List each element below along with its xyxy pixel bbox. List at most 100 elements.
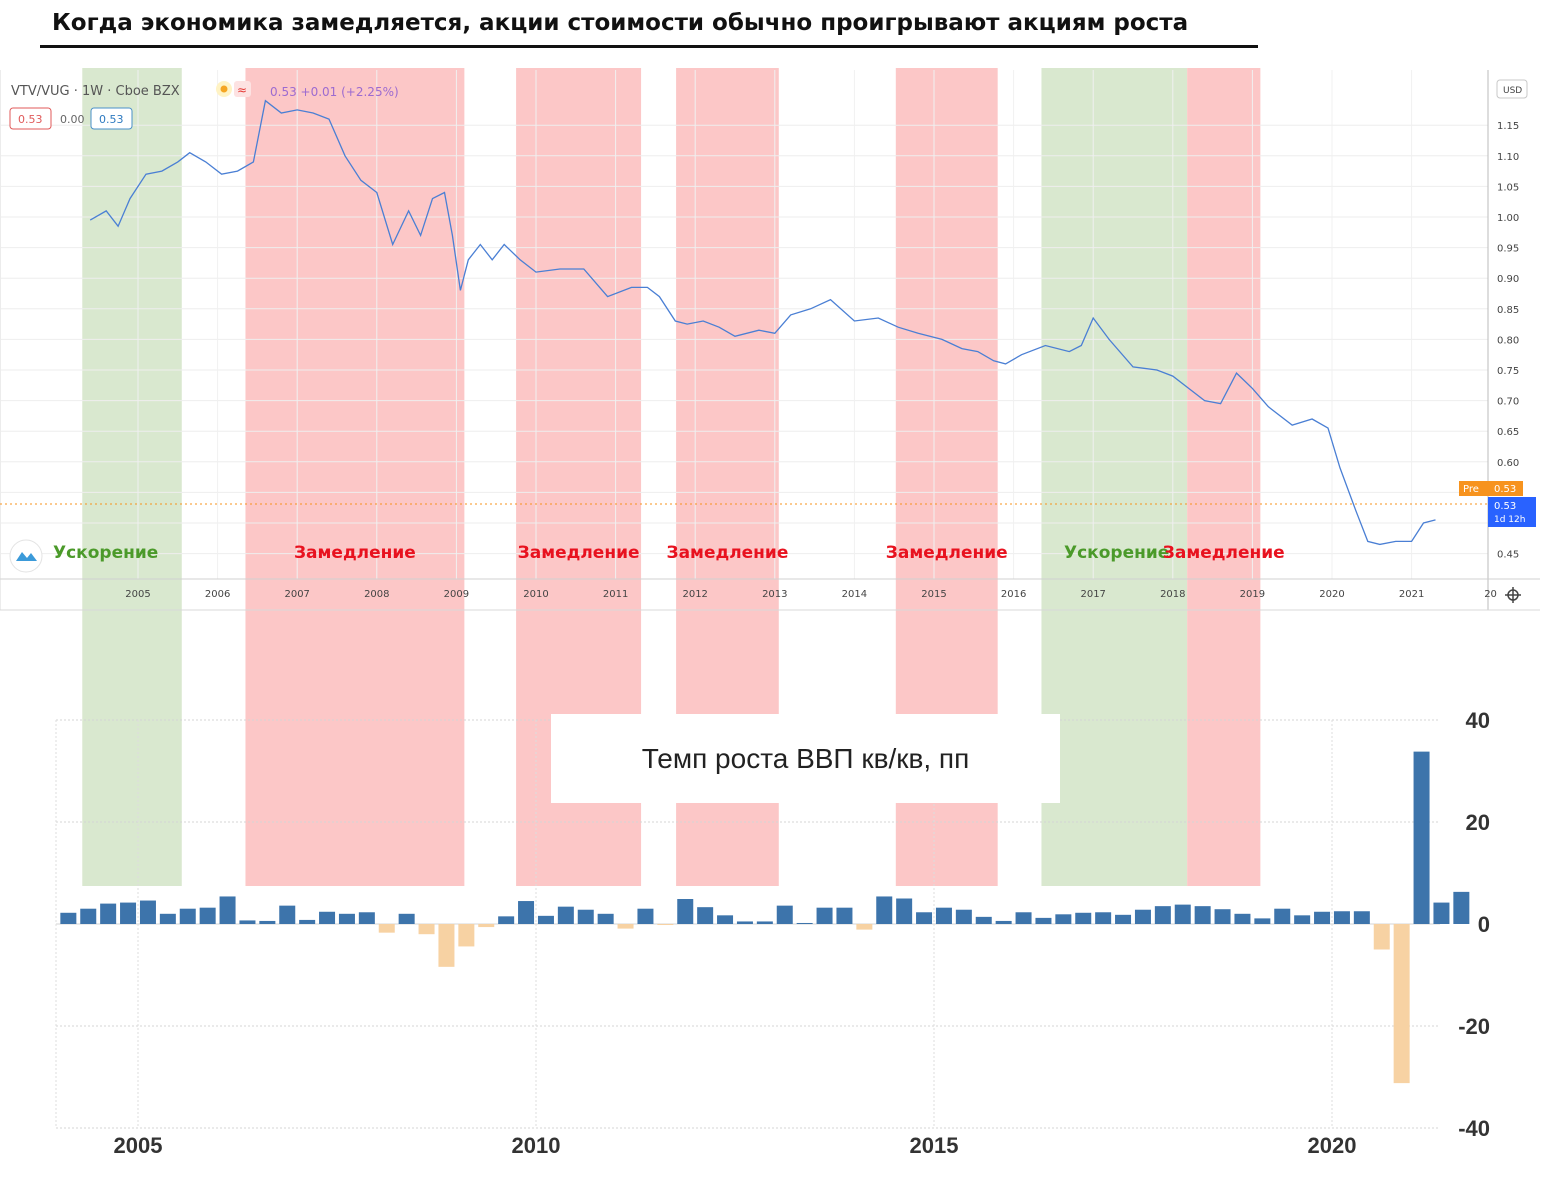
gdp-bar — [1433, 902, 1450, 924]
price-tick-label: 0.70 — [1497, 397, 1519, 408]
gdp-bar — [1353, 911, 1370, 924]
gdp-bar — [1393, 924, 1410, 1084]
price-tick-label: 1.10 — [1497, 152, 1519, 163]
gdp-bar — [916, 912, 933, 924]
ohlc-box-a: 0.53 — [9, 107, 52, 130]
price-tick-label: 0.65 — [1497, 427, 1519, 438]
gdp-bar — [1453, 891, 1470, 924]
regime-band-6 — [1041, 68, 1188, 886]
ohlc-box-c: 0.53 — [90, 107, 133, 130]
gdp-bar — [219, 896, 236, 924]
gdp-bar — [358, 912, 375, 924]
cloud-icon[interactable] — [9, 539, 43, 573]
last-price-countdown: 1d 12h — [1494, 515, 1525, 525]
gdp-bar — [776, 905, 793, 924]
gdp-bar — [1115, 914, 1132, 924]
gdp-bar — [597, 913, 614, 924]
wave-icon: ≈ — [234, 81, 251, 97]
time-tick-label: 2016 — [1001, 589, 1026, 600]
price-tick-label: 0.95 — [1497, 244, 1519, 255]
time-tick-label: 2019 — [1240, 589, 1265, 600]
quote-change: 0.53 +0.01 (+2.25%) — [270, 85, 399, 99]
currency-label: USD — [1503, 86, 1522, 96]
last-price-value: 0.53 — [1494, 501, 1516, 512]
price-tick-label: 0.60 — [1497, 458, 1519, 469]
regime-band-2 — [245, 68, 465, 886]
gdp-chart-grid — [0, 719, 1555, 1182]
gdp-y-tick-label: 0 — [1478, 912, 1490, 937]
time-tick-label: 2007 — [284, 589, 309, 600]
gdp-bar — [478, 924, 495, 928]
time-tick-label: 2005 — [125, 589, 150, 600]
gdp-bar — [1274, 908, 1291, 924]
price-tick-label: 0.85 — [1497, 305, 1519, 316]
gdp-bar — [418, 924, 435, 935]
gdp-bar — [637, 908, 654, 924]
gdp-bar — [1314, 911, 1331, 924]
gdp-bar — [159, 913, 176, 924]
symbol-label[interactable]: VTV/VUG · 1W · Cboe BZX — [11, 84, 180, 99]
gdp-y-tick-label: -40 — [1458, 1116, 1490, 1141]
gdp-bar — [856, 924, 873, 930]
gdp-bar — [537, 915, 554, 924]
gdp-bar — [319, 911, 336, 924]
time-tick-label: 2014 — [842, 589, 867, 600]
gdp-bar — [975, 916, 992, 924]
gdp-bar — [1234, 913, 1251, 924]
gdp-bar — [617, 924, 634, 929]
gdp-chart-title: Темп роста ВВП кв/кв, пп — [551, 714, 1060, 803]
gdp-bar — [1254, 918, 1271, 924]
gdp-bar — [239, 920, 256, 924]
gdp-y-tick-label: 20 — [1466, 810, 1490, 835]
currency-button[interactable]: USD — [1496, 79, 1528, 99]
gdp-bar — [577, 909, 594, 924]
gdp-bar — [378, 924, 395, 933]
gdp-x-ticks: 2005 2010 2015 2020 — [114, 1133, 1357, 1158]
gdp-bar — [896, 898, 913, 924]
gdp-bar — [796, 922, 813, 924]
time-tick-label: 2011 — [603, 589, 628, 600]
time-tick-label: 2008 — [364, 589, 389, 600]
gdp-bar — [498, 916, 515, 924]
gdp-x-tick-label: 2015 — [910, 1133, 959, 1158]
price-tick-label: 0.75 — [1497, 366, 1519, 377]
price-tick-label: 1.05 — [1497, 182, 1519, 193]
gdp-bar — [1174, 904, 1191, 924]
gdp-bar — [1154, 906, 1171, 924]
title-underline — [40, 45, 1258, 48]
gdp-bar — [557, 906, 574, 924]
gdp-bar — [657, 924, 674, 926]
gdp-bar — [736, 921, 753, 924]
gdp-bar — [80, 908, 97, 924]
gdp-bar — [279, 905, 296, 924]
gdp-bar — [1214, 909, 1231, 924]
gdp-bar — [60, 912, 77, 924]
ohlc-box-c-value: 0.53 — [99, 113, 124, 126]
gdp-bar — [1413, 751, 1430, 924]
gdp-bar — [199, 907, 216, 924]
gdp-bar — [1333, 911, 1350, 924]
price-tick-label: 0.90 — [1497, 274, 1519, 285]
page-title: Когда экономика замедляется, акции стоим… — [52, 10, 1189, 36]
price-tick-label: 1.00 — [1497, 213, 1519, 224]
gdp-bar — [458, 924, 475, 947]
gdp-y-ticks: 40 20 0 -20 -40 — [1458, 708, 1490, 1141]
gdp-x-tick-label: 2010 — [512, 1133, 561, 1158]
gdp-bar — [1095, 912, 1112, 924]
ohlc-box-a-value: 0.53 — [18, 113, 43, 126]
gdp-x-tick-label: 2020 — [1308, 1133, 1357, 1158]
gear-icon[interactable] — [1505, 587, 1521, 603]
vtv-vug-ratio-line — [89, 99, 1436, 546]
gdp-bar — [179, 908, 196, 924]
time-axis-ticks: 2005 2006 2007 2008 2009 2010 2011 2012 2013 2014… — [125, 589, 1497, 600]
gdp-bar — [1194, 906, 1211, 924]
gdp-bar — [756, 921, 773, 924]
gdp-plot-background — [0, 886, 1555, 1182]
regime-band-7 — [1187, 68, 1261, 886]
gdp-bar — [1015, 912, 1032, 924]
regime-label-3: Замедление — [518, 543, 640, 563]
time-tick-label: 2006 — [205, 589, 230, 600]
gdp-x-tick-label: 2005 — [114, 1133, 163, 1158]
regime-label-6: Ускорение — [1064, 543, 1169, 563]
